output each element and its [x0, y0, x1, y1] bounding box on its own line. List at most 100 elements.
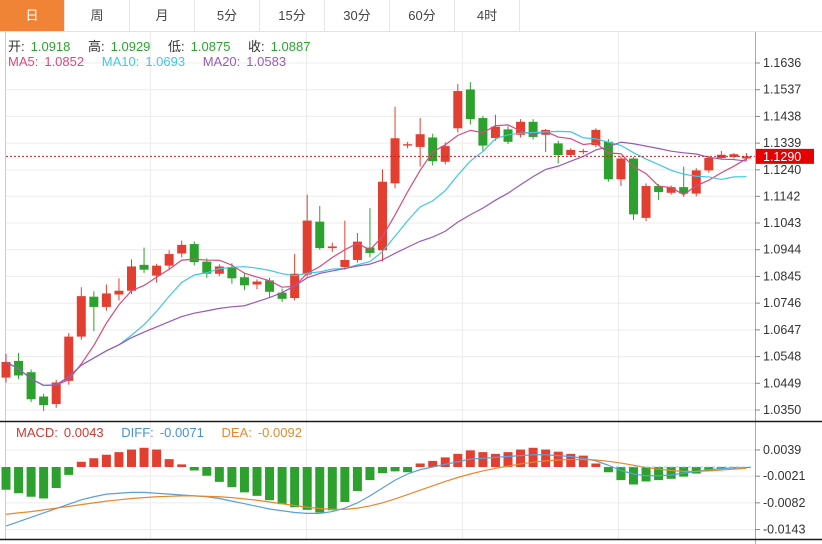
macd-bar[interactable] — [14, 467, 24, 494]
candle[interactable] — [679, 187, 689, 194]
macd-bar[interactable] — [39, 467, 49, 499]
macd-bar[interactable] — [327, 467, 337, 511]
tab-week[interactable]: 周 — [65, 0, 130, 31]
candle[interactable] — [139, 264, 149, 270]
tab-15min[interactable]: 15分 — [260, 0, 325, 31]
macd-bar[interactable] — [139, 447, 149, 467]
macd-bar[interactable] — [591, 463, 601, 467]
candle[interactable] — [302, 220, 312, 275]
macd-bar[interactable] — [315, 467, 325, 513]
macd-bar[interactable] — [101, 454, 111, 467]
macd-bar[interactable] — [654, 467, 664, 481]
candle[interactable] — [177, 244, 187, 254]
candle[interactable] — [89, 296, 99, 307]
macd-bar[interactable] — [716, 467, 726, 469]
macd-bar[interactable] — [152, 449, 162, 467]
candle[interactable] — [1, 361, 11, 378]
candle[interactable] — [214, 266, 224, 274]
macd-bar[interactable] — [503, 452, 513, 467]
candle[interactable] — [691, 170, 701, 194]
candle[interactable] — [729, 154, 739, 157]
macd-bar[interactable] — [89, 458, 99, 467]
candle[interactable] — [478, 118, 488, 146]
candle[interactable] — [64, 336, 74, 381]
macd-bar[interactable] — [440, 457, 450, 467]
macd-bar[interactable] — [277, 467, 287, 505]
candle[interactable] — [127, 266, 136, 291]
candle[interactable] — [616, 158, 626, 180]
candle[interactable] — [490, 126, 500, 139]
candle[interactable] — [465, 89, 475, 120]
macd-bar[interactable] — [641, 467, 651, 482]
macd-bar[interactable] — [478, 452, 488, 467]
macd-bar[interactable] — [252, 467, 262, 496]
tab-5min[interactable]: 5分 — [195, 0, 260, 31]
tab-month[interactable]: 月 — [130, 0, 195, 31]
candle[interactable] — [265, 280, 275, 292]
candle[interactable] — [629, 158, 638, 215]
candle[interactable] — [741, 156, 751, 159]
macd-bar[interactable] — [265, 467, 275, 501]
macd-bar[interactable] — [528, 447, 538, 467]
macd-bar[interactable] — [51, 467, 61, 488]
macd-bar[interactable] — [603, 467, 613, 473]
macd-bar[interactable] — [177, 464, 187, 467]
candle[interactable] — [403, 144, 413, 146]
macd-bar[interactable] — [403, 467, 413, 473]
candle[interactable] — [428, 137, 438, 162]
candle[interactable] — [202, 261, 212, 274]
candle[interactable] — [578, 150, 588, 153]
macd-bar[interactable] — [340, 467, 350, 502]
candle[interactable] — [239, 277, 249, 286]
macd-bar[interactable] — [415, 463, 425, 467]
macd-bar[interactable] — [553, 451, 563, 467]
candle[interactable] — [390, 138, 400, 184]
macd-bar[interactable] — [453, 453, 463, 467]
candle[interactable] — [603, 141, 613, 180]
macd-bar[interactable] — [516, 449, 526, 467]
candle[interactable] — [704, 157, 714, 171]
macd-bar[interactable] — [76, 461, 86, 467]
tab-60min[interactable]: 60分 — [390, 0, 455, 31]
tab-day[interactable]: 日 — [0, 0, 65, 31]
macd-bar[interactable] — [378, 467, 387, 474]
candle[interactable] — [189, 244, 199, 263]
candle[interactable] — [315, 221, 325, 249]
macd-bar[interactable] — [541, 449, 551, 467]
macd-bar[interactable] — [127, 449, 136, 467]
candle[interactable] — [453, 91, 463, 129]
candle[interactable] — [26, 372, 36, 400]
macd-bar[interactable] — [64, 467, 74, 475]
candle[interactable] — [716, 154, 726, 158]
macd-bar[interactable] — [704, 467, 714, 471]
tab-30min[interactable]: 30分 — [325, 0, 390, 31]
macd-bar[interactable] — [189, 467, 199, 471]
candle[interactable] — [352, 241, 362, 260]
candle[interactable] — [76, 296, 86, 337]
candle[interactable] — [51, 382, 61, 405]
macd-bar[interactable] — [365, 467, 375, 481]
macd-bar[interactable] — [227, 467, 237, 488]
candle[interactable] — [164, 254, 174, 266]
candle[interactable] — [415, 134, 425, 147]
candle[interactable] — [566, 149, 576, 156]
macd-bar[interactable] — [490, 453, 500, 467]
candle[interactable] — [114, 290, 124, 295]
macd-bar[interactable] — [114, 452, 124, 467]
macd-bar[interactable] — [302, 467, 312, 510]
macd-bar[interactable] — [390, 467, 400, 472]
candle[interactable] — [378, 181, 387, 251]
candle[interactable] — [666, 187, 676, 193]
candle[interactable] — [327, 246, 337, 249]
macd-bar[interactable] — [578, 455, 588, 467]
macd-bar[interactable] — [428, 460, 438, 467]
candle[interactable] — [101, 293, 111, 307]
candle[interactable] — [340, 259, 350, 267]
macd-bar[interactable] — [691, 467, 701, 474]
macd-bar[interactable] — [164, 459, 174, 467]
candle[interactable] — [553, 143, 563, 156]
candle[interactable] — [654, 186, 664, 192]
candle[interactable] — [528, 121, 538, 137]
candle[interactable] — [227, 266, 237, 279]
macd-bar[interactable] — [214, 467, 224, 482]
